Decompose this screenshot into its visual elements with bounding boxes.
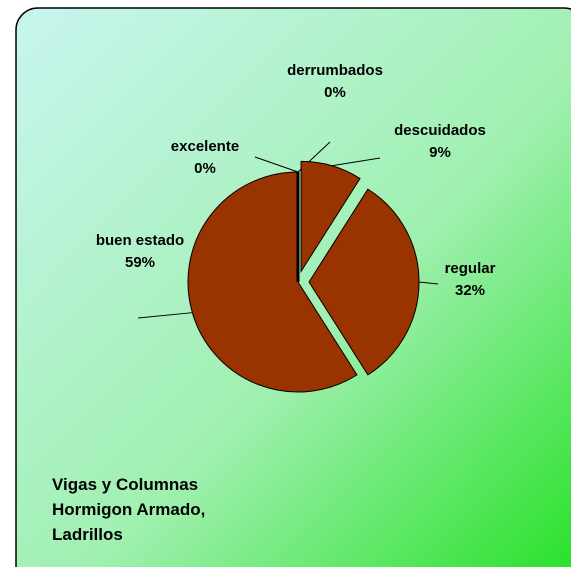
leader-line (418, 281, 439, 285)
category-label: derrumbados (287, 62, 383, 79)
value-label: 59% (124, 254, 156, 271)
slice-label: regular 32% (425, 258, 515, 302)
pie-slice (308, 188, 420, 376)
slice-label: derrumbados 0% (285, 60, 385, 104)
category-label: regular (444, 260, 496, 277)
pie-slice (187, 171, 358, 393)
value-label: 0% (194, 160, 216, 177)
value-label: 9% (429, 144, 451, 161)
chart-title: Vigas y Columnas Hormigon Armado, Ladril… (52, 475, 206, 544)
leader-line (254, 156, 299, 173)
slice-label: buen estado 59% (95, 230, 185, 274)
slice-label: excelente 0% (150, 136, 260, 180)
leader-line (137, 312, 193, 319)
category-label: excelente (170, 138, 240, 155)
leader-line (331, 157, 381, 167)
value-label: 0% (324, 84, 346, 101)
slice-label: descuidados 9% (385, 120, 495, 164)
value-label: 32% (454, 282, 486, 299)
category-label: buen estado (95, 232, 185, 249)
category-label: descuidados (394, 122, 486, 139)
